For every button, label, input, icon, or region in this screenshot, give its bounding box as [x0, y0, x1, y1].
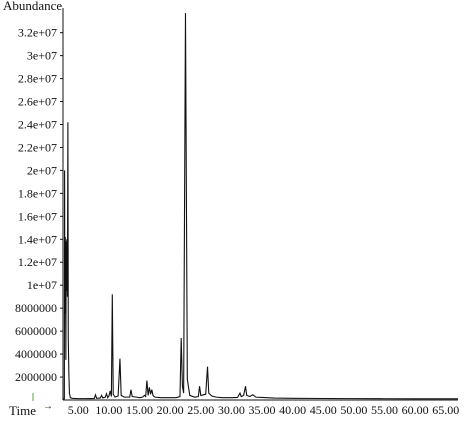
y-tick-label: 1.6e+07	[18, 209, 57, 223]
x-tick-label: 35.00	[249, 403, 276, 417]
y-tick-label: 4000000	[15, 347, 57, 361]
x-tick-label: 30.00	[218, 403, 245, 417]
y-tick-label: 1.2e+07	[18, 255, 57, 269]
x-tick-label: 55.00	[371, 403, 398, 417]
y-tick-label: 2.4e+07	[18, 117, 57, 131]
x-axis-arrow: →	[43, 401, 53, 412]
y-tick-label: 2e+07	[27, 163, 57, 177]
x-tick-label: 5.00	[68, 403, 89, 417]
x-tick-label: 20.00	[157, 403, 184, 417]
y-tick-label: 8000000	[15, 301, 57, 315]
y-axis-ticks: 2000000 4000000 6000000 8000000 1e+07 1.2e+07…	[15, 26, 63, 384]
x-tick-label: 15.00	[126, 403, 153, 417]
y-tick-label: 2.8e+07	[18, 72, 57, 86]
x-axis-ticks: 5.00 10.00 15.00 20.00 25.00 30.00 35.00 40.00 4…	[68, 403, 459, 417]
x-axis-label: Time	[9, 403, 36, 418]
y-tick-label: 2000000	[15, 370, 57, 384]
x-tick-label: 50.00	[340, 403, 367, 417]
y-tick-label: 3.2e+07	[18, 26, 57, 40]
y-tick-label: 2.6e+07	[18, 95, 57, 109]
y-tick-label: 6000000	[15, 324, 57, 338]
x-tick-label: 40.00	[279, 403, 306, 417]
y-tick-label: 1.4e+07	[18, 232, 57, 246]
y-tick-label: 1e+07	[27, 278, 57, 292]
y-tick-label: 2.2e+07	[18, 140, 57, 154]
y-tick-label: 3e+07	[27, 49, 57, 63]
x-tick-label: 45.00	[310, 403, 337, 417]
y-tick-label: 1.8e+07	[18, 186, 57, 200]
x-tick-label: 60.00	[402, 403, 429, 417]
x-tick-label: 10.00	[95, 403, 122, 417]
abundance-trace	[63, 13, 458, 400]
x-tick-label: 65.00	[432, 403, 459, 417]
x-tick-label: 25.00	[187, 403, 214, 417]
y-axis-label: Abundance	[3, 0, 62, 13]
